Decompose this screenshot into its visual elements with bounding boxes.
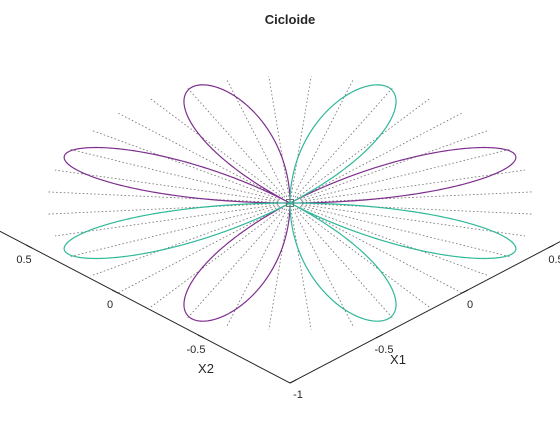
spoke-line [298, 112, 463, 199]
spoke-line [296, 98, 430, 199]
spoke-line [150, 98, 284, 199]
x1-tick [547, 244, 555, 249]
x2-axis-label: X2 [198, 361, 214, 376]
x2-tick-label: 0 [107, 299, 113, 311]
spoke-line [300, 205, 511, 258]
spoke-line [226, 79, 288, 198]
spoke-line [294, 208, 394, 319]
x1-tick [375, 334, 383, 339]
spoke-lines [47, 76, 533, 330]
x1-tick-label: -0.5 [375, 344, 394, 356]
x2-tick [111, 289, 119, 294]
spoke-line [300, 148, 511, 201]
series-line [63, 84, 517, 322]
spoke-line [296, 207, 430, 308]
spoke-line [292, 79, 354, 198]
spoke-line [47, 203, 278, 215]
axes [0, 230, 560, 384]
spoke-line [294, 87, 394, 198]
spoke-line [117, 207, 282, 294]
spoke-line [290, 76, 312, 197]
spoke-line [226, 208, 288, 327]
spoke-line [150, 207, 284, 308]
x1-tick [289, 379, 297, 384]
chart-title: Cicloide [265, 12, 316, 27]
spoke-line [90, 129, 281, 200]
spoke-line [69, 148, 280, 201]
spoke-line [299, 129, 490, 200]
x2-tick-label: -0.5 [187, 344, 206, 356]
spoke-line [186, 208, 286, 319]
x1-tick-label: 0.5 [548, 254, 560, 266]
spoke-line [69, 205, 280, 258]
spoke-line [268, 209, 290, 330]
x1-axis-label: X1 [390, 352, 406, 367]
x2-axis-line [0, 230, 291, 384]
x1-tick [461, 289, 469, 294]
tick-labels: -1-0.500.51-0.500.5 [16, 254, 560, 401]
spoke-line [302, 191, 533, 203]
series-curves [63, 84, 517, 322]
spoke-line [268, 76, 290, 197]
spoke-line [47, 191, 278, 203]
spoke-line [186, 87, 286, 198]
x2-tick [25, 244, 33, 249]
x1-tick-label: -1 [293, 389, 303, 401]
spoke-line [298, 207, 463, 294]
spoke-line [292, 208, 354, 327]
spoke-line [117, 112, 282, 199]
x2-tick-label: 0.5 [16, 254, 31, 266]
spoke-line [290, 209, 312, 330]
spoke-line [299, 206, 490, 277]
spoke-line [90, 206, 281, 277]
spoke-line [302, 203, 533, 215]
center-marker [286, 199, 294, 207]
x1-axis-line [289, 241, 560, 384]
x1-tick-label: 0 [467, 299, 473, 311]
x2-tick [197, 334, 205, 339]
